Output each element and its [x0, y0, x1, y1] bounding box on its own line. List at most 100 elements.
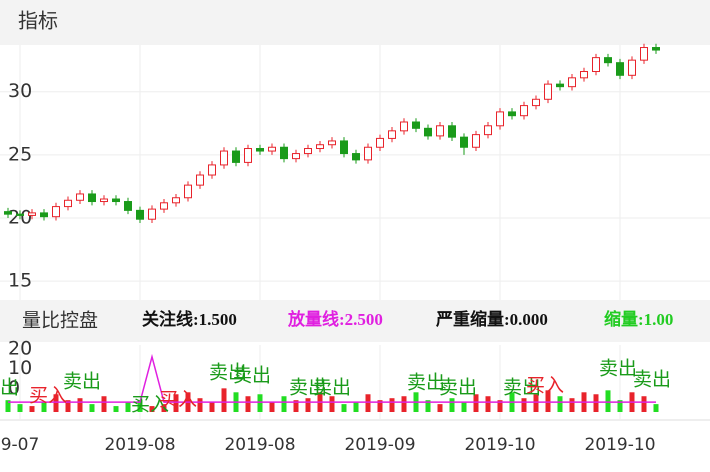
volume-bar: [437, 404, 443, 412]
signal-label: 卖出: [407, 372, 445, 394]
candle-body: [376, 137, 384, 148]
candle-body: [28, 212, 36, 216]
indicator-param: 关注线:1.500: [142, 309, 237, 329]
candle-body: [652, 47, 660, 51]
volume-bar: [5, 400, 11, 412]
indicator-bar-bg: [0, 300, 710, 342]
volume-bar: [293, 400, 299, 412]
volume-bar: [641, 396, 647, 412]
candle-body: [364, 146, 372, 161]
signal-label: 买入: [131, 394, 169, 416]
indicator-param: 严重缩量:0.000: [436, 309, 548, 329]
volume-bar: [461, 402, 467, 412]
volume-bar: [269, 402, 275, 412]
volume-bar: [521, 398, 527, 412]
candle-body: [40, 212, 48, 218]
candle-body: [640, 47, 648, 61]
signal-label: 卖出: [0, 377, 19, 399]
signal-label: 卖出: [289, 377, 327, 399]
volume-bar: [281, 396, 287, 412]
volume-bar: [569, 398, 575, 412]
candle-body: [520, 105, 528, 117]
candle-body: [4, 211, 12, 215]
candle-body: [160, 202, 168, 210]
candle-body: [604, 57, 612, 64]
candle-body: [232, 150, 240, 163]
candle-body: [424, 127, 432, 137]
candle-body: [484, 125, 492, 136]
volume-bar: [401, 396, 407, 412]
candle-body: [100, 198, 108, 203]
candle-body: [328, 140, 336, 146]
signal-label: 买入: [159, 389, 197, 411]
y-tick-label: 25: [8, 143, 32, 165]
y-tick-label: 0: [8, 377, 20, 399]
candle-body: [580, 71, 588, 79]
candle-body: [112, 198, 120, 203]
x-tick-label: 2019-08: [224, 435, 295, 455]
indicator-line: [8, 353, 656, 403]
volume-bar: [593, 394, 599, 412]
candle-body: [448, 125, 456, 138]
volume-bar: [533, 394, 539, 412]
candle-body: [136, 209, 144, 220]
candle-body: [64, 199, 72, 208]
candle-body: [172, 197, 180, 204]
volume-bar: [497, 400, 503, 412]
volume-bar: [305, 398, 311, 412]
candle-body: [592, 57, 600, 73]
signal-label: 买入: [526, 375, 564, 397]
candle-body: [556, 83, 564, 88]
candle-body: [148, 208, 156, 220]
volume-bar: [341, 404, 347, 412]
volume-bar: [353, 402, 359, 412]
volume-bar: [197, 398, 203, 412]
candle-body: [280, 146, 288, 160]
indicator-name: 量比控盘: [22, 310, 98, 332]
signal-label: 卖出: [313, 377, 351, 399]
x-tick-label: 2019-09: [344, 435, 415, 455]
candle-body: [184, 184, 192, 199]
y-tick-label: 30: [8, 80, 32, 102]
volume-bar: [473, 394, 479, 412]
indicator-param: 放量线:2.500: [287, 309, 383, 329]
signal-label: 卖出: [633, 369, 671, 391]
y-tick-label: 10: [8, 357, 32, 379]
volume-bar: [89, 404, 95, 412]
candle-body: [352, 153, 360, 161]
candle-body: [196, 174, 204, 186]
volume-bar: [557, 396, 563, 412]
volume-bar: [485, 396, 491, 412]
volume-bar: [65, 400, 71, 412]
volume-bar: [221, 388, 227, 412]
volume-bar: [209, 402, 215, 412]
candle-body: [496, 111, 504, 127]
volume-bar: [257, 394, 263, 412]
candle-body: [436, 125, 444, 137]
signal-label: 卖出: [209, 362, 247, 384]
x-tick-label: 2019-10: [464, 435, 535, 455]
signal-label: 卖出: [233, 365, 271, 387]
volume-bar: [17, 404, 23, 412]
candle-body: [532, 98, 540, 107]
signal-label: 卖出: [599, 358, 637, 380]
volume-bar: [29, 406, 35, 412]
y-tick-label: 15: [8, 270, 32, 292]
candle-body: [412, 121, 420, 129]
candle-body: [316, 144, 324, 150]
volume-bar: [161, 404, 167, 412]
volume-bar: [137, 400, 143, 412]
candle-body: [628, 59, 636, 76]
volume-bar: [125, 402, 131, 412]
indicator-param: 缩量:1.00: [604, 309, 673, 329]
candle-body: [568, 77, 576, 88]
candle-body: [304, 148, 312, 155]
volume-bar: [605, 390, 611, 412]
candle-body: [268, 146, 276, 152]
candle-body: [508, 111, 516, 117]
candle-body: [400, 121, 408, 132]
volume-bar: [77, 398, 83, 412]
volume-bar: [101, 396, 107, 412]
volume-bar: [653, 404, 659, 412]
